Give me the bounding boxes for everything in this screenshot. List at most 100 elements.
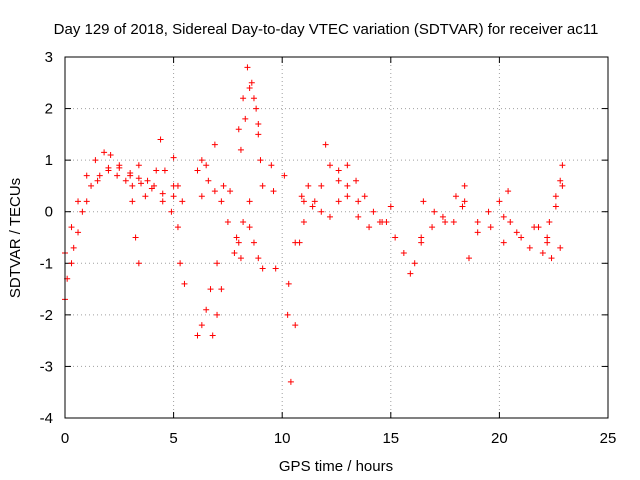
data-point bbox=[211, 188, 218, 195]
data-point bbox=[142, 193, 149, 200]
data-point bbox=[105, 167, 112, 174]
data-point bbox=[218, 198, 225, 205]
data-point bbox=[214, 311, 221, 318]
data-point bbox=[253, 105, 260, 112]
data-point bbox=[559, 162, 566, 169]
series-t27 bbox=[465, 188, 512, 262]
data-point bbox=[284, 311, 291, 318]
data-point bbox=[518, 234, 525, 241]
series-t32 bbox=[546, 182, 566, 226]
data-points bbox=[62, 64, 566, 385]
data-point bbox=[429, 224, 436, 231]
data-point bbox=[298, 193, 305, 200]
series-t26 bbox=[418, 203, 466, 241]
data-point bbox=[557, 244, 564, 251]
chart-title: Day 129 of 2018, Sidereal Day-to-day VTE… bbox=[54, 21, 599, 38]
data-point bbox=[450, 219, 457, 226]
data-point bbox=[300, 219, 307, 226]
data-point bbox=[559, 182, 566, 189]
data-point bbox=[68, 260, 75, 267]
data-point bbox=[465, 255, 472, 262]
data-point bbox=[107, 151, 114, 158]
data-point bbox=[174, 224, 181, 231]
data-point bbox=[83, 172, 90, 179]
data-point bbox=[259, 265, 266, 272]
data-point bbox=[168, 208, 175, 215]
data-point bbox=[177, 260, 184, 267]
data-point bbox=[318, 208, 325, 215]
data-point bbox=[335, 167, 342, 174]
data-point bbox=[505, 188, 512, 195]
data-point bbox=[513, 229, 520, 236]
data-point bbox=[96, 172, 103, 179]
data-point bbox=[129, 198, 136, 205]
data-point bbox=[507, 219, 514, 226]
data-point bbox=[300, 198, 307, 205]
data-point bbox=[244, 64, 251, 71]
series-t21 bbox=[300, 182, 362, 226]
data-point bbox=[83, 198, 90, 205]
data-point bbox=[135, 260, 142, 267]
data-point bbox=[135, 175, 142, 182]
data-point bbox=[376, 219, 383, 226]
data-point bbox=[92, 157, 99, 164]
data-point bbox=[122, 177, 129, 184]
data-point bbox=[237, 255, 244, 262]
data-point bbox=[552, 203, 559, 210]
data-point bbox=[153, 167, 160, 174]
data-point bbox=[174, 182, 181, 189]
data-point bbox=[207, 286, 214, 293]
data-point bbox=[246, 224, 253, 231]
data-point bbox=[311, 198, 318, 205]
data-point bbox=[355, 198, 362, 205]
data-point bbox=[526, 244, 533, 251]
series-t22 bbox=[335, 162, 386, 226]
series-t11 bbox=[194, 286, 214, 339]
series-t23 bbox=[355, 203, 394, 231]
data-point bbox=[546, 219, 553, 226]
series-t7 bbox=[170, 154, 186, 205]
series-t5 bbox=[135, 136, 177, 189]
data-point bbox=[68, 224, 75, 231]
data-point bbox=[487, 224, 494, 231]
data-point bbox=[539, 249, 546, 256]
data-point bbox=[557, 177, 564, 184]
data-point bbox=[370, 208, 377, 215]
series-t28 bbox=[461, 198, 507, 236]
data-point bbox=[535, 224, 542, 231]
data-point bbox=[79, 208, 86, 215]
data-point bbox=[442, 219, 449, 226]
x-axis-label: GPS time / hours bbox=[279, 458, 393, 475]
data-point bbox=[94, 177, 101, 184]
data-point bbox=[227, 188, 234, 195]
data-point bbox=[439, 213, 446, 220]
data-point bbox=[157, 136, 164, 143]
x-tick-label: 5 bbox=[169, 430, 177, 447]
data-point bbox=[431, 208, 438, 215]
x-tick-label: 25 bbox=[600, 430, 617, 447]
data-point bbox=[235, 239, 242, 246]
data-point bbox=[485, 208, 492, 215]
data-point bbox=[242, 115, 249, 122]
series-t9 bbox=[194, 141, 218, 174]
data-point bbox=[500, 213, 507, 220]
data-point bbox=[203, 306, 210, 313]
data-point bbox=[420, 198, 427, 205]
y-tick-label: -4 bbox=[40, 410, 53, 427]
y-tick-label: -3 bbox=[40, 358, 53, 375]
data-point bbox=[132, 234, 139, 241]
data-point bbox=[322, 141, 329, 148]
series-t20 bbox=[285, 141, 351, 287]
data-point bbox=[392, 234, 399, 241]
series-t8 bbox=[174, 224, 188, 287]
data-point bbox=[198, 193, 205, 200]
data-point bbox=[544, 234, 551, 241]
data-point bbox=[344, 193, 351, 200]
data-point bbox=[255, 131, 262, 138]
data-point bbox=[255, 121, 262, 128]
series-t2 bbox=[62, 164, 177, 303]
x-tick-label: 20 bbox=[491, 430, 508, 447]
data-point bbox=[259, 182, 266, 189]
series-t16 bbox=[237, 84, 262, 153]
